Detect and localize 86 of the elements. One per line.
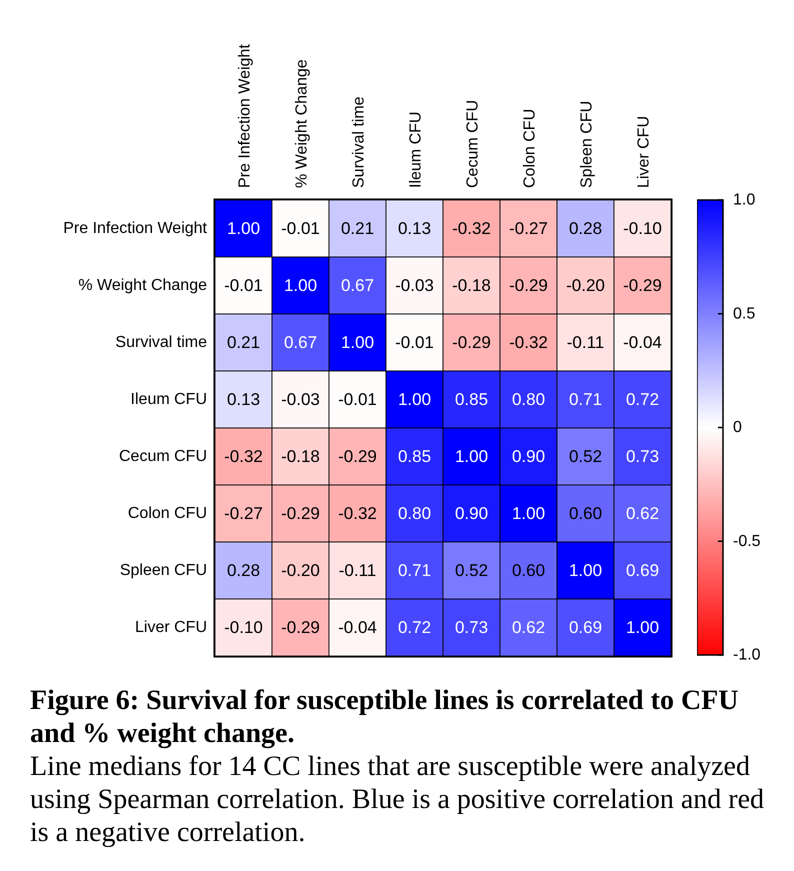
data-label: -0.18 <box>281 447 320 466</box>
data-label: -0.04 <box>338 618 377 637</box>
color-bar-label: 0 <box>733 419 742 436</box>
data-label: -0.20 <box>281 561 320 580</box>
data-label: -0.20 <box>566 276 605 295</box>
data-label: 0.21 <box>340 219 374 238</box>
data-label: 0.73 <box>454 618 488 637</box>
data-label: -0.10 <box>623 219 662 238</box>
data-label: 0.90 <box>454 504 488 523</box>
y-tick-label: Colon CFU <box>128 505 207 522</box>
x-tick-label: Survival time <box>350 96 368 188</box>
x-tick-label: % Weight Change <box>294 59 310 188</box>
color-bar-label: -0.5 <box>733 532 761 550</box>
data-label: 0.62 <box>626 504 660 523</box>
data-label: 1.00 <box>568 561 602 580</box>
color-bar-label: 1.0 <box>733 192 756 208</box>
data-label: 1.00 <box>398 390 432 409</box>
data-label: 0.80 <box>512 390 546 409</box>
data-label: 0.52 <box>454 561 488 580</box>
data-label: -0.01 <box>395 333 434 352</box>
data-label: -0.27 <box>224 504 263 523</box>
data-label: -0.29 <box>281 504 320 523</box>
data-label: 0.21 <box>226 333 260 352</box>
data-label: 1.00 <box>284 276 318 295</box>
data-label: 0.69 <box>568 618 602 637</box>
x-tick-label: Ileum CFU <box>408 112 424 188</box>
data-label: 0.72 <box>398 618 432 637</box>
data-label: 1.00 <box>340 333 374 352</box>
data-label: 1.00 <box>454 447 488 466</box>
data-label: -0.01 <box>224 276 263 295</box>
data-label: -0.18 <box>452 276 491 295</box>
data-label: -0.04 <box>623 333 662 352</box>
x-tick-label: Liver CFU <box>636 116 652 188</box>
data-label: -0.32 <box>338 504 377 523</box>
x-tick-label: Spleen CFU <box>578 100 596 188</box>
data-label: 0.73 <box>626 447 660 466</box>
data-label: -0.32 <box>452 219 491 238</box>
y-tick-label: Liver CFU <box>134 619 207 636</box>
data-label: -0.11 <box>566 333 604 352</box>
data-label: 1.00 <box>512 504 546 523</box>
data-label: 0.28 <box>568 219 602 238</box>
y-tick-label: Ileum CFU <box>130 391 207 408</box>
x-tick-label: Cecum CFU <box>464 100 482 188</box>
data-label: -0.29 <box>452 333 491 352</box>
data-label: -0.29 <box>338 447 377 466</box>
y-tick-label: Spleen CFU <box>120 562 207 579</box>
data-label: 0.71 <box>568 390 602 409</box>
x-tick-label: Colon CFU <box>522 108 538 188</box>
data-label: 0.60 <box>568 504 602 523</box>
data-label: 0.85 <box>454 390 488 409</box>
data-label: 0.60 <box>512 561 546 580</box>
y-tick-label: Cecum CFU <box>118 448 207 465</box>
y-tick-label: % Weight Change <box>78 277 208 294</box>
text: Line medians for 14 CC lines that are susceptible were analyzed using Spearman correlation. Blue is a positive correlation and red is a negative correlation. <box>30 750 766 849</box>
data-label: -0.03 <box>281 390 320 409</box>
data-label: -0.01 <box>338 390 377 409</box>
text: Figure 6: Survival for susceptible lines is correlated to CFU and % weight change. <box>30 684 740 750</box>
data-label: 0.13 <box>226 390 260 409</box>
data-label: 0.90 <box>512 447 546 466</box>
data-label: 0.67 <box>284 333 318 352</box>
data-label: 0.67 <box>340 276 374 295</box>
color-bar-label: -1.0 <box>733 646 761 664</box>
data-label: -0.03 <box>395 276 434 295</box>
data-label: 0.28 <box>226 561 260 580</box>
data-label: 0.80 <box>398 504 432 523</box>
data-label: -0.27 <box>509 219 548 238</box>
data-label: 0.69 <box>626 561 660 580</box>
data-label: 1.00 <box>626 618 660 637</box>
data-label: 0.13 <box>398 219 432 238</box>
data-label: -0.01 <box>281 219 320 238</box>
color-bar-label: 0.5 <box>733 305 756 322</box>
data-label: 1.00 <box>226 219 260 238</box>
data-label: 0.72 <box>626 390 660 409</box>
y-tick-label: Survival time <box>115 334 208 351</box>
data-label: 0.71 <box>398 561 432 580</box>
y-tick-label: Pre Infection Weight <box>63 220 208 237</box>
data-label: 0.52 <box>568 447 602 466</box>
data-label: -0.29 <box>509 276 548 295</box>
data-label: -0.11 <box>338 561 376 580</box>
data-label: -0.29 <box>281 618 320 637</box>
data-label: -0.29 <box>623 276 662 295</box>
data-label: 0.62 <box>512 618 546 637</box>
data-label: -0.32 <box>224 447 263 466</box>
data-label: 0.85 <box>398 447 432 466</box>
data-label: -0.10 <box>224 618 263 637</box>
data-label: -0.32 <box>509 333 548 352</box>
